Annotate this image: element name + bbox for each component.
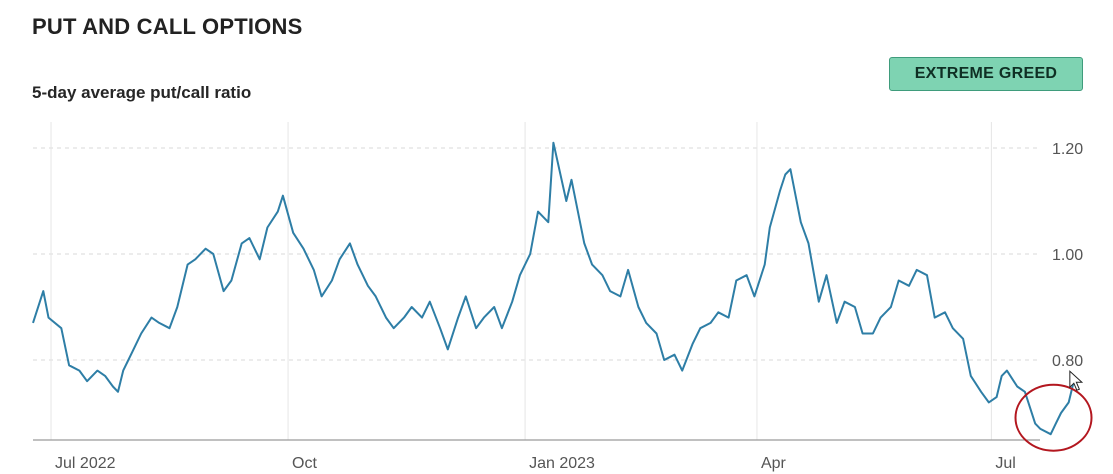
cursor-arrow	[1069, 370, 1084, 391]
y-tick-label: 0.80	[1052, 353, 1083, 370]
x-tick-label: Apr	[761, 455, 787, 472]
grid-layer	[33, 122, 1040, 440]
y-tick-label: 1.20	[1052, 141, 1083, 158]
x-tick-label: Oct	[292, 455, 317, 472]
x-tick-label: Jul 2022	[55, 455, 116, 472]
highlight-circle	[1014, 383, 1093, 452]
y-tick-label: 1.00	[1052, 247, 1083, 264]
series-line-0	[32, 141, 1075, 436]
x-tick-label: Jan 2023	[529, 455, 595, 472]
axis-layer: 0.80 1.00 1.20 Jul 2022 Oct Jan 2023 Apr Jul	[33, 141, 1083, 472]
annotation-layer	[1014, 370, 1093, 452]
series-layer	[32, 141, 1075, 436]
chart-subtitle: 5-day average put/call ratio	[32, 83, 252, 102]
sentiment-badge: EXTREME GREED	[889, 57, 1083, 91]
mouse-cursor-icon	[1069, 370, 1084, 391]
chart-title: PUT AND CALL OPTIONS	[32, 14, 303, 39]
x-tick-label: Jul	[995, 455, 1015, 472]
